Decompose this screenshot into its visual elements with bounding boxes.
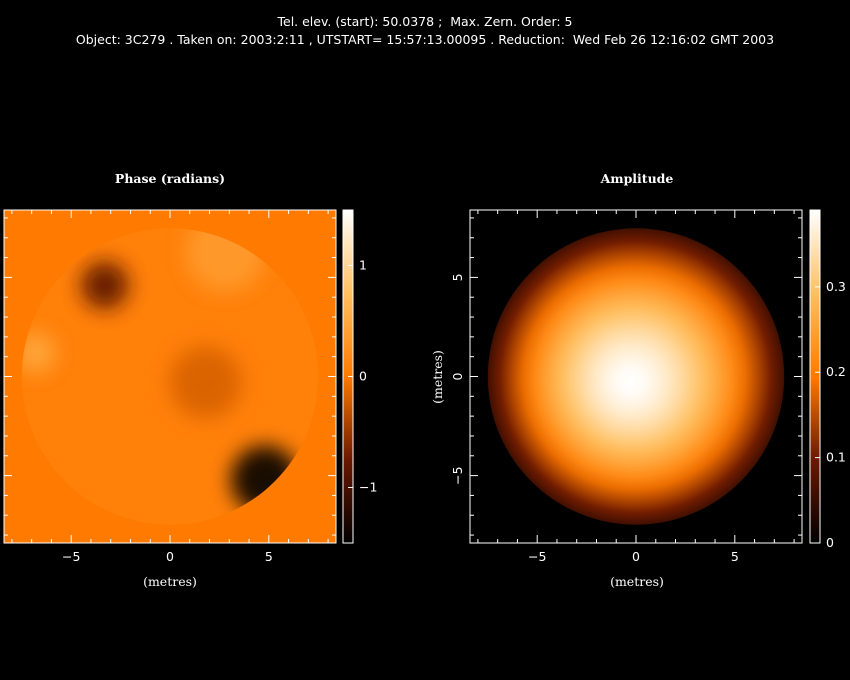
amplitude-image bbox=[470, 210, 802, 543]
amplitude-xtick-label: 5 bbox=[731, 549, 739, 564]
phase-title: Phase (radians) bbox=[115, 171, 225, 186]
phase-feature bbox=[169, 346, 242, 419]
amplitude-cbar-tick-label: 0 bbox=[826, 535, 834, 550]
phase-cbar-tick-label: 1 bbox=[359, 258, 367, 273]
amplitude-xtick-label: 0 bbox=[632, 549, 640, 564]
amplitude-cbar-tick-label: 0.3 bbox=[826, 279, 846, 294]
amplitude-y-axis: 5 0 −5 bbox=[450, 217, 802, 536]
phase-cbar-tick-label: 0 bbox=[359, 369, 367, 384]
amplitude-ytick-label: 5 bbox=[450, 273, 465, 281]
amplitude-colorbar-ticks: 0.3 0.2 0.1 0 bbox=[815, 279, 846, 550]
amplitude-cbar-tick-label: 0.2 bbox=[826, 364, 846, 379]
phase-cbar-tick-label: −1 bbox=[359, 480, 377, 495]
phase-panel: Phase (radians) −5 0 5 (metres) 1 0 −1 bbox=[3, 171, 377, 589]
phase-xtick-label: −5 bbox=[62, 549, 80, 564]
amplitude-x-axis: −5 0 5 bbox=[477, 210, 795, 564]
amplitude-xtick-label: −5 bbox=[528, 549, 546, 564]
amplitude-title: Amplitude bbox=[600, 171, 674, 186]
phase-xtick-label: 5 bbox=[265, 549, 273, 564]
amplitude-panel: Amplitude −5 0 5 5 0 −5 (metres) (metres) 0.… bbox=[430, 171, 846, 589]
phase-colorbar-ticks: 1 0 −1 bbox=[348, 258, 377, 495]
header-line-1: Tel. elev. (start): 50.0378 ; Max. Zern.… bbox=[277, 14, 573, 29]
amplitude-ytick-label: −5 bbox=[450, 466, 465, 484]
phase-x-axis: −5 0 5 bbox=[4, 210, 336, 564]
amplitude-colorbar bbox=[809, 209, 821, 544]
amplitude-aperture bbox=[487, 228, 785, 525]
phase-feature bbox=[80, 261, 129, 310]
phase-image bbox=[4, 210, 336, 543]
phase-xtick-label: 0 bbox=[166, 549, 174, 564]
amplitude-cbar-tick-label: 0.1 bbox=[826, 450, 846, 465]
phase-xlabel: (metres) bbox=[143, 574, 197, 589]
header-line-2: Object: 3C279 . Taken on: 2003:2:11 , UT… bbox=[75, 32, 775, 47]
amplitude-xlabel: (metres) bbox=[610, 574, 664, 589]
amplitude-ylabel: (metres) bbox=[430, 350, 445, 404]
amplitude-ytick-label: 0 bbox=[450, 372, 465, 380]
